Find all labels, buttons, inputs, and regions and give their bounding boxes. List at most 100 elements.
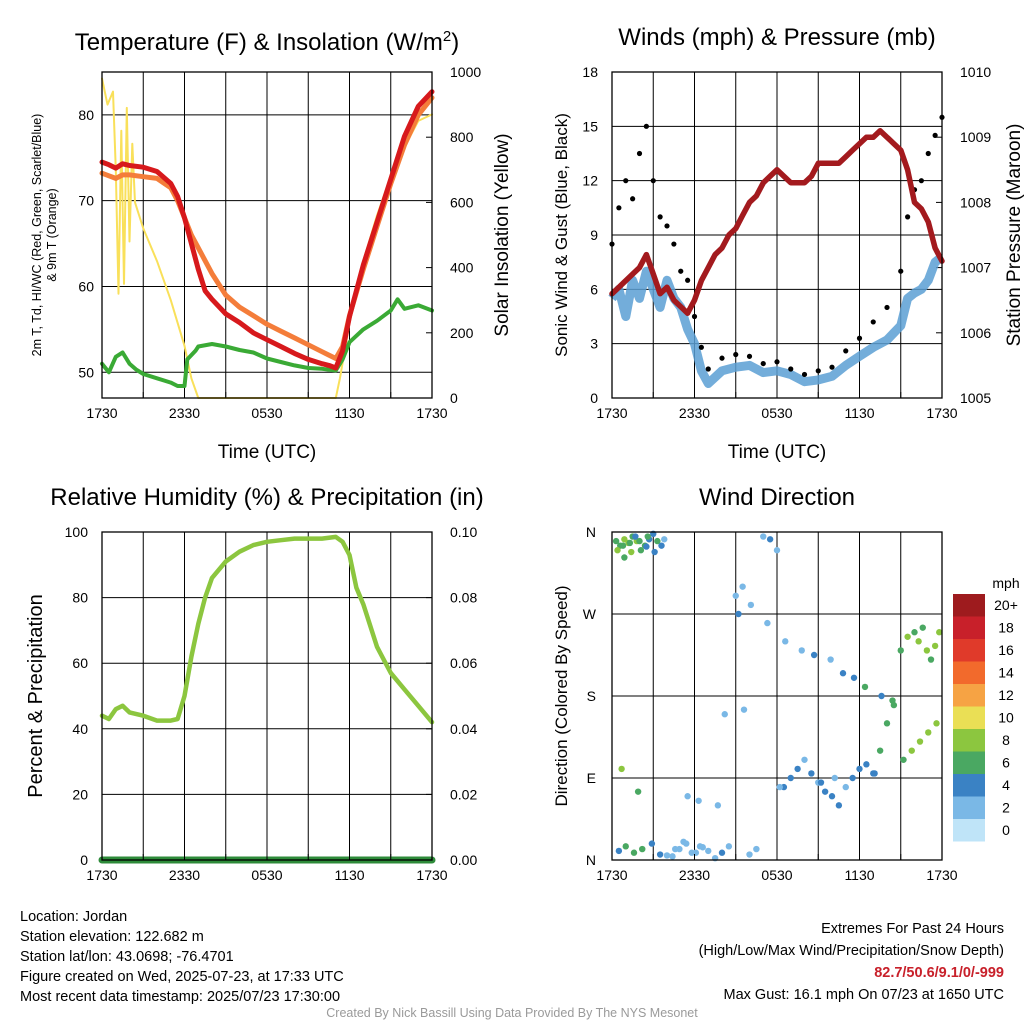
- gust-point: [657, 214, 663, 220]
- y-right-tick-label: 0.10: [450, 524, 477, 540]
- direction-point: [831, 774, 838, 782]
- direction-point: [626, 539, 634, 547]
- x-tick-label: 1730: [86, 867, 117, 883]
- direction-point: [842, 783, 849, 791]
- legend-label: 16: [998, 642, 1014, 658]
- gust-point: [843, 348, 849, 354]
- series-td: [100, 297, 434, 388]
- gust-point: [829, 364, 835, 370]
- y-tick-label: 0: [590, 390, 598, 406]
- legend-label: 6: [1002, 755, 1010, 771]
- y-tick-label: 6: [590, 281, 598, 297]
- x-tick-label: 1730: [926, 867, 957, 883]
- panel-winds: 0 3 6 9 12 15 18 1005 1006 1007 1008 1009 1010 1730 23…: [552, 24, 1024, 463]
- chart-title-main: Temperature (F) & Insolation (W/m: [75, 29, 443, 56]
- y-right-tick-label: 0.06: [450, 655, 477, 671]
- chart-title: Relative Humidity (%) & Precipitation (i…: [50, 484, 483, 511]
- direction-point: [827, 656, 834, 663]
- gust-point: [925, 150, 931, 157]
- x-tick-label: 2330: [169, 867, 200, 883]
- plot-border: [101, 71, 433, 399]
- y-tick-label: E: [587, 770, 596, 786]
- direction-point: [612, 537, 620, 545]
- y-tick-label: 70: [78, 193, 94, 209]
- chart-title: Winds (mph) & Pressure (mb): [618, 24, 935, 51]
- direction-point: [618, 765, 625, 773]
- legend-label: 10: [998, 710, 1014, 726]
- direction-point: [889, 697, 896, 704]
- legend-title: mph: [992, 575, 1019, 591]
- direction-point: [782, 638, 789, 645]
- direction-point: [936, 629, 943, 636]
- legend-label: 0: [1002, 822, 1010, 838]
- gust-point: [650, 178, 656, 184]
- legend-label: 8: [1002, 732, 1010, 748]
- gust-point: [884, 304, 890, 311]
- direction-point: [699, 844, 706, 851]
- gust-point: [815, 368, 821, 374]
- direction-point: [923, 647, 931, 654]
- direction-point: [871, 770, 878, 777]
- direction-point: [883, 720, 891, 727]
- legend-swatch: [953, 819, 985, 842]
- direction-point: [683, 840, 690, 847]
- direction-point: [925, 729, 932, 736]
- legend-swatch: [953, 751, 985, 774]
- x-tick-label: 1130: [844, 405, 874, 421]
- y-tick-label: 50: [78, 364, 94, 380]
- direction-point: [904, 633, 911, 640]
- x-tick-label: 1730: [596, 867, 627, 883]
- extremes-subtitle: (High/Low/Max Wind/Precipitation/Snow De…: [698, 943, 1004, 959]
- direction-point: [718, 849, 726, 856]
- direction-point: [835, 802, 843, 809]
- y-right-tick-label: 0.08: [450, 590, 477, 606]
- legend-swatch: [953, 594, 985, 617]
- gust-point: [698, 344, 704, 350]
- legend-swatch: [953, 706, 985, 729]
- y-right-tick-label: 1010: [960, 64, 991, 80]
- y-right-tick-label: 200: [450, 325, 474, 341]
- x-tick-label: 0530: [251, 867, 282, 883]
- y-right-tick-label: 0: [450, 390, 458, 406]
- direction-point: [739, 583, 746, 590]
- direction-point: [732, 592, 739, 599]
- x-tick-label: 2330: [679, 867, 710, 883]
- y-right-tick-label: 0.00: [450, 852, 477, 868]
- y-tick-label: 80: [78, 107, 94, 123]
- legend-label: 20+: [994, 597, 1018, 613]
- legend-swatch: [953, 729, 985, 752]
- direction-point: [878, 692, 885, 700]
- gust-point: [705, 366, 711, 372]
- direction-point: [619, 542, 627, 549]
- y-axis-label: & 9m T (Orange): [45, 188, 59, 281]
- direction-point: [615, 847, 623, 855]
- y-right-axis-label: Solar Insolation (Yellow): [492, 133, 513, 336]
- direction-point: [861, 683, 869, 691]
- chart-title-end: ): [451, 29, 459, 56]
- direction-point: [735, 610, 742, 618]
- y-right-tick-label: 1006: [960, 325, 991, 341]
- y-right-axis-label: Station Pressure (Maroon): [1004, 124, 1024, 347]
- x-tick-label: 1730: [596, 405, 627, 421]
- max-gust-text: Max Gust: 16.1 mph On 07/23 at 1650 UTC: [723, 987, 1004, 1003]
- direction-point: [798, 647, 805, 654]
- direction-point: [810, 651, 818, 659]
- y-right-tick-label: 0.02: [450, 786, 477, 802]
- direction-point: [740, 706, 748, 713]
- series-station-pressure: [609, 127, 945, 316]
- direction-point: [663, 852, 671, 859]
- plot-border: [101, 531, 433, 861]
- gust-point: [856, 335, 863, 341]
- credit-text: Created By Nick Bassill Using Data Provi…: [326, 1006, 698, 1020]
- direction-point: [622, 843, 629, 850]
- elevation-text: Station elevation: 122.682 m: [20, 929, 204, 945]
- x-tick-label: 1130: [334, 867, 364, 883]
- gust-point: [932, 132, 938, 138]
- gust-point: [691, 313, 698, 320]
- direction-point: [676, 845, 683, 853]
- y-tick-label: 0: [80, 852, 88, 868]
- direction-point: [721, 711, 728, 718]
